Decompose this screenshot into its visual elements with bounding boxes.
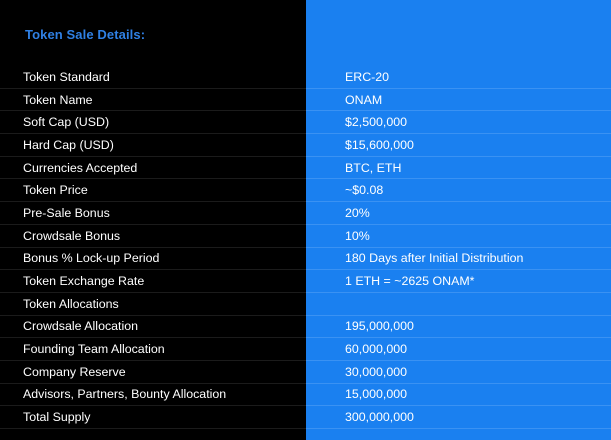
row-label: Token Standard xyxy=(23,69,110,84)
table-row: Token Allocations xyxy=(0,293,611,316)
row-label: Total Supply xyxy=(23,410,91,425)
table-row: Token Name ONAM xyxy=(0,89,611,112)
row-value: ERC-20 xyxy=(345,69,390,84)
row-value: 60,000,000 xyxy=(345,342,408,357)
row-value: 15,000,000 xyxy=(345,387,408,402)
table-row: Token Standard ERC-20 xyxy=(0,66,611,89)
row-value: BTC, ETH xyxy=(345,160,402,175)
table-row: Soft Cap (USD) $2,500,000 xyxy=(0,111,611,134)
row-value: $2,500,000 xyxy=(345,115,408,130)
table-row: Crowdsale Allocation 195,000,000 xyxy=(0,316,611,339)
row-label: Pre-Sale Bonus xyxy=(23,205,110,220)
table-row: Token Exchange Rate 1 ETH = ~2625 ONAM* xyxy=(0,270,611,293)
section-heading: Token Sale Details: xyxy=(25,27,146,42)
row-label: Crowdsale Bonus xyxy=(23,228,121,243)
row-label: Token Exchange Rate xyxy=(23,274,145,289)
row-label: Token Name xyxy=(23,92,93,107)
row-value: 300,000,000 xyxy=(345,410,414,425)
row-value: 195,000,000 xyxy=(345,319,414,334)
row-label: Token Price xyxy=(23,183,88,198)
row-value: ONAM xyxy=(345,92,383,107)
row-label: Currencies Accepted xyxy=(23,160,138,175)
table-row: Company Reserve 30,000,000 xyxy=(0,361,611,384)
row-value: 1 ETH = ~2625 ONAM* xyxy=(345,274,475,289)
table-row: Total Supply 300,000,000 xyxy=(0,406,611,429)
row-label: Advisors, Partners, Bounty Allocation xyxy=(23,387,227,402)
row-label: Crowdsale Allocation xyxy=(23,319,139,334)
token-sale-table: Token Standard ERC-20 Token Name ONAM So… xyxy=(0,66,611,429)
row-value: 10% xyxy=(345,228,370,243)
table-row: Currencies Accepted BTC, ETH xyxy=(0,157,611,180)
table-row: Pre-Sale Bonus 20% xyxy=(0,202,611,225)
row-value: 180 Days after Initial Distribution xyxy=(345,251,524,266)
row-label: Founding Team Allocation xyxy=(23,342,165,357)
table-row: Crowdsale Bonus 10% xyxy=(0,225,611,248)
row-value: 20% xyxy=(345,205,370,220)
row-value: $15,600,000 xyxy=(345,137,414,152)
row-label: Token Allocations xyxy=(23,296,119,311)
row-label: Hard Cap (USD) xyxy=(23,137,114,152)
table-row: Advisors, Partners, Bounty Allocation 15… xyxy=(0,384,611,407)
row-value: 30,000,000 xyxy=(345,364,408,379)
row-label: Company Reserve xyxy=(23,364,126,379)
table-row: Bonus % Lock-up Period 180 Days after In… xyxy=(0,248,611,271)
table-row: Token Price ~$0.08 xyxy=(0,179,611,202)
table-row: Hard Cap (USD) $15,600,000 xyxy=(0,134,611,157)
table-row: Founding Team Allocation 60,000,000 xyxy=(0,338,611,361)
row-label: Bonus % Lock-up Period xyxy=(23,251,160,266)
row-label: Soft Cap (USD) xyxy=(23,115,110,130)
row-value: ~$0.08 xyxy=(345,183,384,198)
